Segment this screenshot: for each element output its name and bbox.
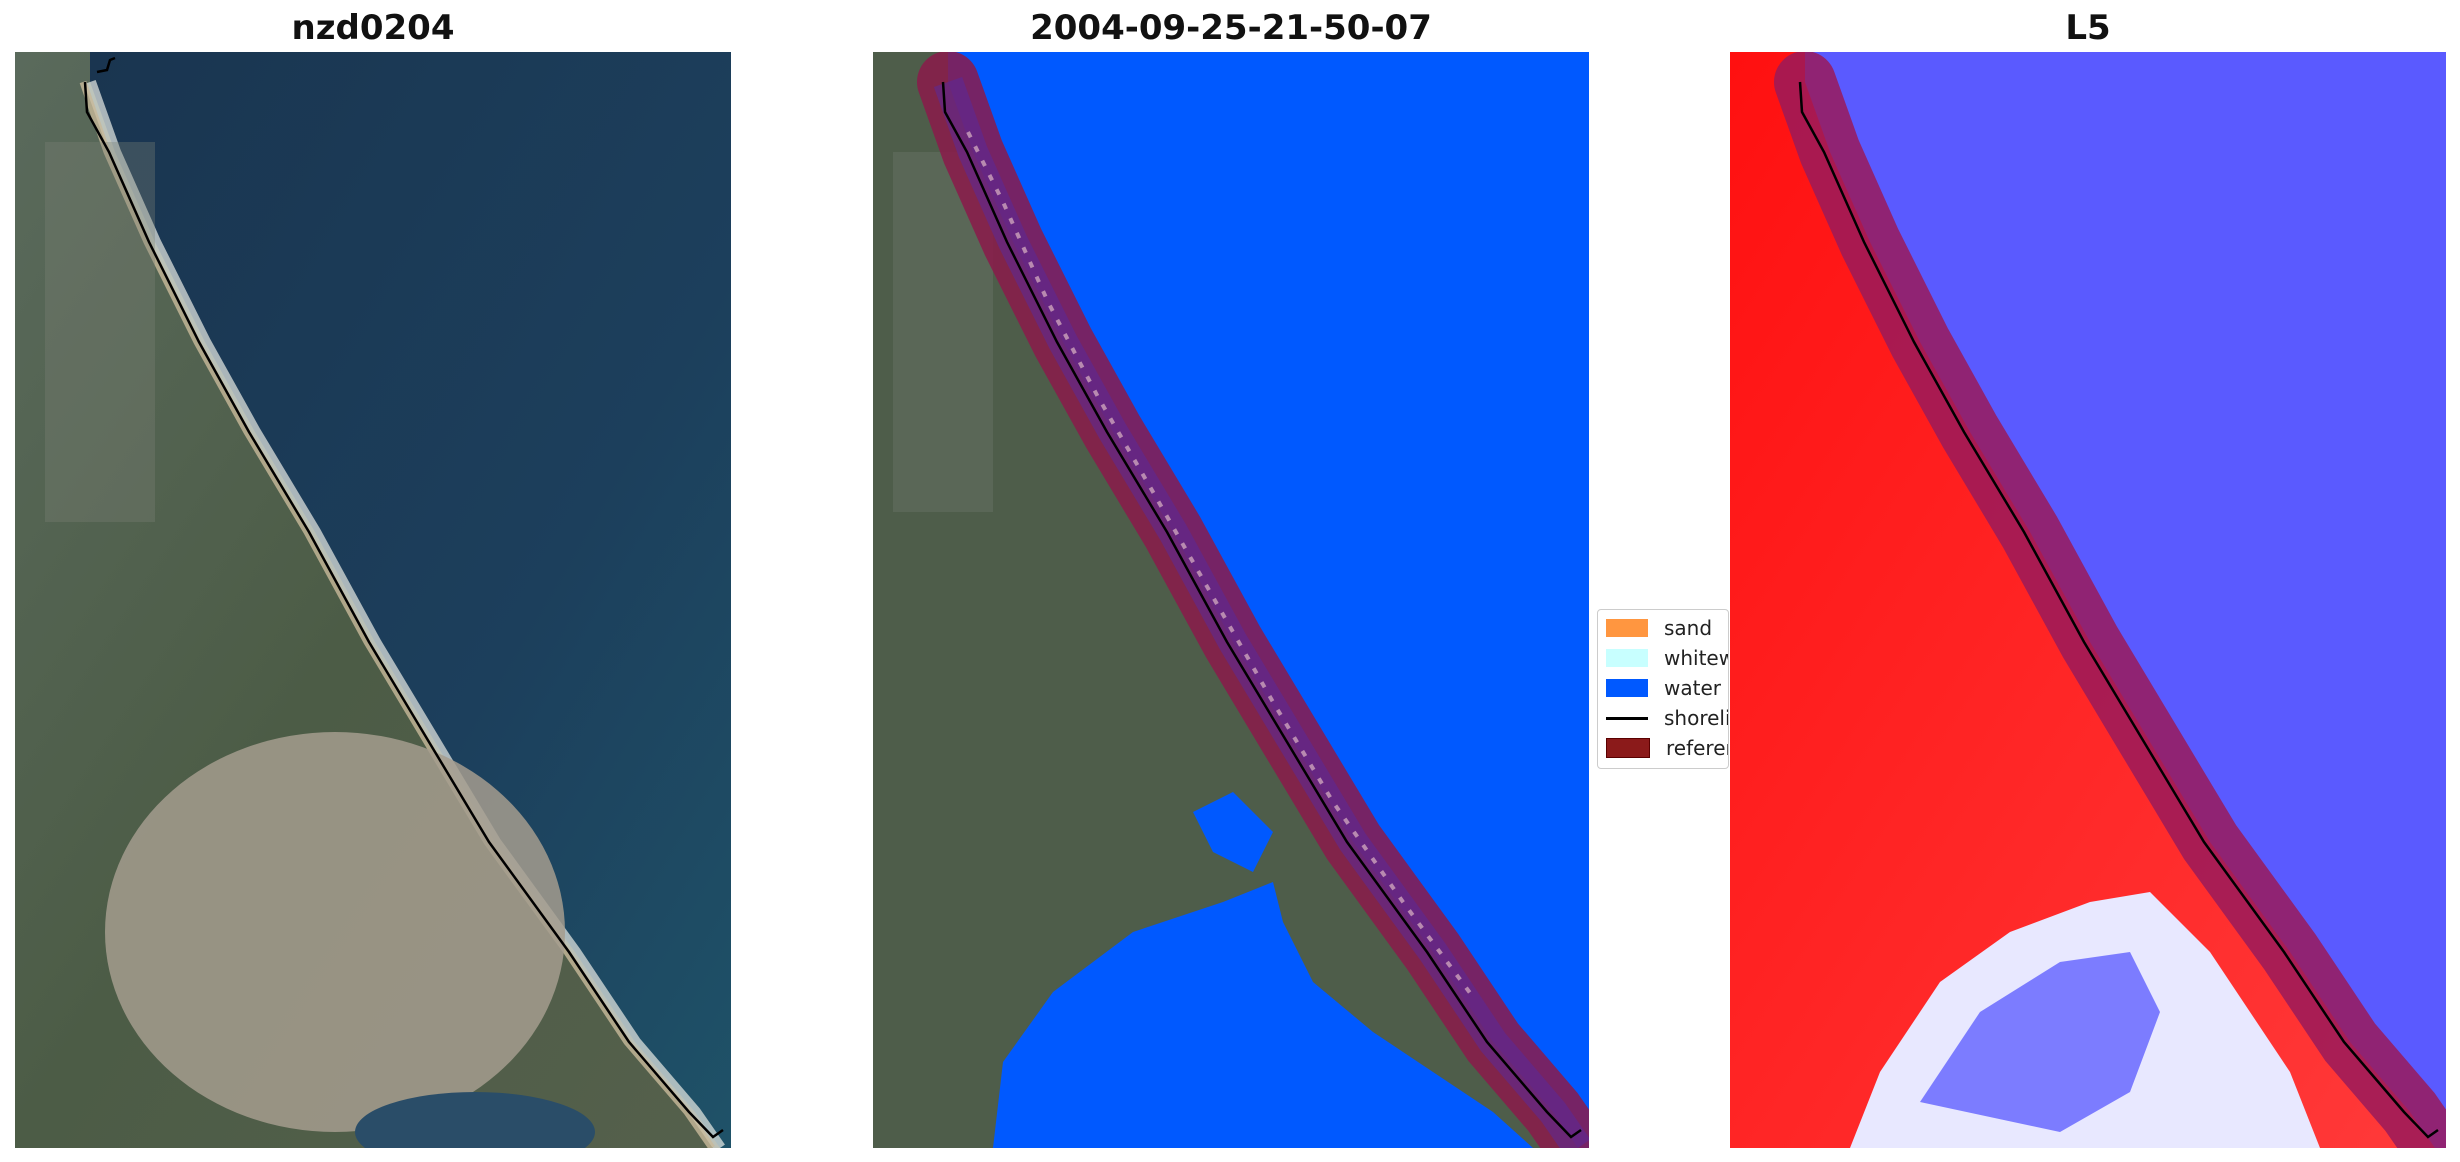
estuary — [355, 1092, 595, 1148]
whitewater-swatch — [1606, 649, 1648, 667]
legend-label-shoreline: shoreline — [1664, 706, 1728, 730]
reference-shoreline-swatch — [1606, 738, 1650, 758]
sand-flats — [105, 732, 565, 1132]
legend-label-sand: sand — [1664, 616, 1713, 640]
index-svg — [1730, 52, 2446, 1148]
estuary-channel — [1920, 952, 2160, 1132]
reference-shoreline-buffer — [1774, 52, 2446, 1148]
classification-image — [873, 52, 1589, 1148]
legend-label-water: water — [1664, 676, 1721, 700]
water-class-ocean — [948, 52, 1589, 1148]
panel-title-middle: 2004-09-25-21-50-07 — [1030, 8, 1432, 48]
panel-title-right: L5 — [2065, 8, 2111, 48]
negative-index-area — [1805, 52, 2446, 1148]
panel-title-left: nzd0204 — [291, 8, 455, 48]
rgb-satellite-image — [15, 52, 731, 1148]
water-class-estuary — [993, 882, 1533, 1148]
buffer-water-overlap — [933, 76, 1589, 1148]
legend-item-water: water — [1606, 675, 1721, 701]
water-swatch — [1606, 679, 1648, 697]
beach-strip — [79, 80, 715, 1148]
legend-item-shoreline: shoreline — [1606, 705, 1728, 731]
detected-shoreline — [941, 81, 1582, 1139]
whitewater-pixels — [966, 131, 1475, 999]
town-area — [45, 142, 155, 522]
shoreline-top-hook — [96, 56, 116, 74]
shoreline-swatch — [1606, 716, 1648, 720]
water-class-patch — [1193, 792, 1273, 872]
sand-swatch — [1606, 619, 1648, 637]
index-image — [1730, 52, 2446, 1148]
classification-svg — [873, 52, 1589, 1148]
surf-zone — [84, 79, 725, 1148]
ocean-area — [90, 52, 731, 1148]
legend-label-reference-shoreline: reference shoreline — [1666, 736, 1728, 760]
rgb-image-svg — [15, 52, 731, 1148]
legend-item-reference-shoreline: reference shoreline — [1606, 735, 1728, 761]
detected-shoreline — [1798, 81, 2439, 1139]
legend-item-sand: sand — [1606, 615, 1712, 641]
detected-shoreline — [83, 81, 724, 1139]
